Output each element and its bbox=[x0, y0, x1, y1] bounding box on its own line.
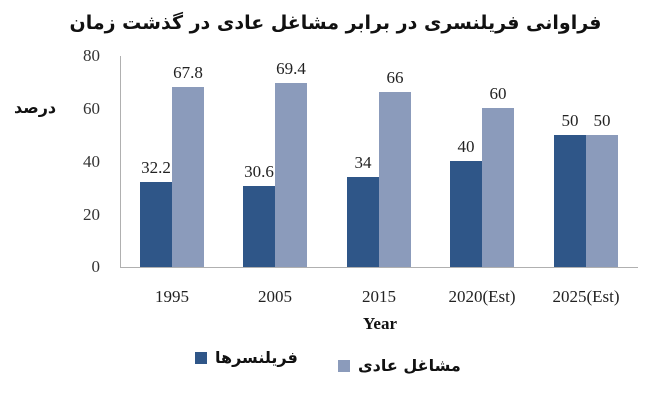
value-label: 66 bbox=[386, 68, 404, 88]
bar-series0-2015 bbox=[347, 176, 379, 267]
bar-series0-2005 bbox=[243, 185, 275, 267]
x-axis-label: Year bbox=[363, 314, 397, 333]
legend-item-freelancers: فریلنسرها bbox=[195, 348, 298, 367]
value-label: 60 bbox=[489, 84, 507, 103]
value-label: 67.8 bbox=[173, 63, 203, 83]
value-label: 32.2 bbox=[141, 157, 171, 177]
value-label: 50 bbox=[593, 110, 611, 130]
legend-swatch-regular-jobs bbox=[338, 359, 350, 372]
x-axis-line bbox=[120, 267, 638, 268]
y-tick-20: 20 bbox=[83, 205, 100, 224]
value-label: 69.4 bbox=[276, 59, 306, 79]
chart-title: فراوانی فریلنسری در برابر مشاغل عادی در … bbox=[69, 12, 602, 34]
y-tick-0: 0 bbox=[91, 257, 101, 276]
bar-series1-1995 bbox=[172, 87, 204, 267]
bar-series0-2025est bbox=[554, 134, 586, 267]
value-label: 50 bbox=[561, 110, 579, 130]
y-axis-line bbox=[120, 56, 121, 268]
bar-series1-2015 bbox=[379, 92, 411, 267]
x-tick-2015: 2015 bbox=[362, 287, 396, 306]
x-tick-2020-est: 2020(Est) bbox=[448, 287, 516, 306]
y-tick-80: 80 bbox=[83, 46, 100, 65]
x-tick-1995: 1995 bbox=[155, 287, 189, 306]
legend-label-regular-jobs: مشاغل عادی bbox=[358, 356, 461, 375]
bar-series1-2025est bbox=[586, 134, 618, 267]
x-tick-2025-est: 2025(Est) bbox=[552, 287, 620, 306]
value-label: 40 bbox=[457, 137, 475, 156]
bar-series1-2005 bbox=[275, 83, 307, 267]
y-tick-40: 40 bbox=[83, 152, 100, 171]
legend-label-freelancers: فریلنسرها bbox=[215, 348, 298, 367]
value-label: 30.6 bbox=[244, 161, 274, 181]
y-axis-label: درصد bbox=[14, 98, 57, 117]
value-label: 34 bbox=[354, 152, 372, 172]
legend-swatch-freelancers bbox=[195, 351, 207, 364]
y-tick-60: 60 bbox=[83, 99, 100, 118]
bar-series1-2020est bbox=[482, 108, 514, 267]
x-tick-2005: 2005 bbox=[258, 287, 292, 306]
bar-series0-2020est bbox=[450, 161, 482, 267]
legend-item-regular-jobs: مشاغل عادی bbox=[338, 356, 461, 375]
bar-series0-1995 bbox=[140, 181, 172, 267]
